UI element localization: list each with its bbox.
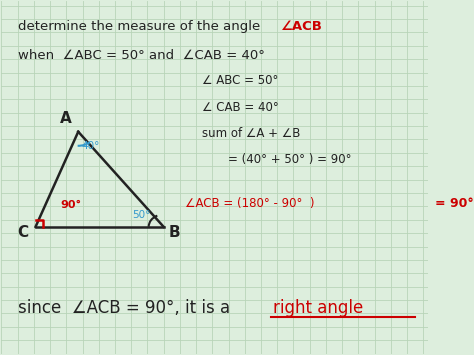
Text: ∠ ABC = 50°: ∠ ABC = 50° xyxy=(202,74,278,87)
Text: since  ∠ACB = 90°, it is a: since ∠ACB = 90°, it is a xyxy=(18,299,241,317)
Text: C: C xyxy=(17,225,28,240)
Text: when  ∠ABC = 50° and  ∠CAB = 40°: when ∠ABC = 50° and ∠CAB = 40° xyxy=(18,49,265,62)
Text: right angle: right angle xyxy=(273,299,363,317)
Text: ∠ACB: ∠ACB xyxy=(281,20,323,33)
Text: = 90°: = 90° xyxy=(435,197,474,211)
Text: sum of ∠A + ∠B: sum of ∠A + ∠B xyxy=(202,127,301,140)
Text: A: A xyxy=(60,111,71,126)
Text: 40°: 40° xyxy=(81,141,100,151)
Text: determine the measure of the angle: determine the measure of the angle xyxy=(18,20,269,33)
Text: ∠ CAB = 40°: ∠ CAB = 40° xyxy=(202,100,279,114)
Text: ∠ACB = (180° - 90°  ): ∠ACB = (180° - 90° ) xyxy=(185,197,318,211)
Text: = (40° + 50° ) = 90°: = (40° + 50° ) = 90° xyxy=(228,153,351,166)
Text: 90°: 90° xyxy=(60,201,81,211)
Text: B: B xyxy=(168,225,180,240)
Text: 50°: 50° xyxy=(132,210,151,220)
